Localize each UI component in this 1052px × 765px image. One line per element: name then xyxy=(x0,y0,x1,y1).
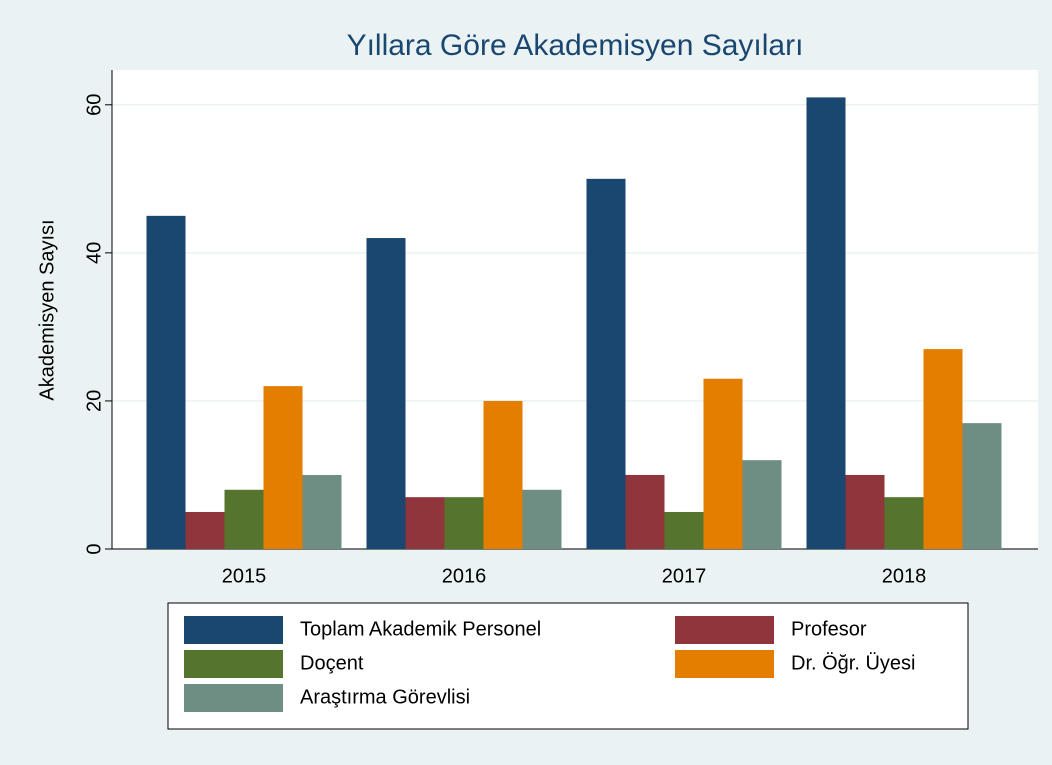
bar xyxy=(923,349,963,549)
bar xyxy=(263,386,303,549)
legend-label: Araştırma Görevlisi xyxy=(300,686,470,708)
bar xyxy=(405,497,445,549)
y-tick-label: 40 xyxy=(83,242,105,264)
y-tick-label: 60 xyxy=(83,94,105,116)
x-tick-label: 2016 xyxy=(442,565,487,587)
bar xyxy=(625,474,665,549)
y-tick-label: 20 xyxy=(83,390,105,412)
bar xyxy=(522,489,562,549)
x-tick-label: 2015 xyxy=(222,565,267,587)
bar xyxy=(884,497,924,549)
y-tick-label: 0 xyxy=(83,543,105,554)
bar xyxy=(185,511,225,549)
bar xyxy=(366,238,406,549)
legend xyxy=(167,602,969,730)
bar xyxy=(742,460,782,549)
legend-label: Doçent xyxy=(300,652,364,674)
bar xyxy=(664,511,704,549)
bar xyxy=(224,489,264,549)
bar xyxy=(483,400,523,549)
bar xyxy=(703,378,743,549)
bar xyxy=(146,215,186,549)
legend-swatch xyxy=(184,650,283,678)
bar xyxy=(586,178,626,549)
plot-area xyxy=(112,70,1038,549)
legend-swatch xyxy=(675,650,774,678)
legend-label: Toplam Akademik Personel xyxy=(300,618,541,640)
bar xyxy=(845,474,885,549)
legend-swatch xyxy=(184,684,283,712)
y-axis-label: Akademisyen Sayısı xyxy=(36,219,58,400)
chart-title: Yıllara Göre Akademisyen Sayıları xyxy=(347,29,804,62)
legend-label: Dr. Öğr. Üyesi xyxy=(791,652,915,674)
bar xyxy=(962,423,1002,549)
x-tick-label: 2017 xyxy=(662,565,707,587)
bar xyxy=(302,474,342,549)
legend-label: Profesor xyxy=(791,618,867,640)
bar xyxy=(444,497,484,549)
legend-swatch xyxy=(184,616,283,644)
x-tick-label: 2018 xyxy=(882,565,927,587)
legend-swatch xyxy=(675,616,774,644)
bar xyxy=(806,97,846,549)
